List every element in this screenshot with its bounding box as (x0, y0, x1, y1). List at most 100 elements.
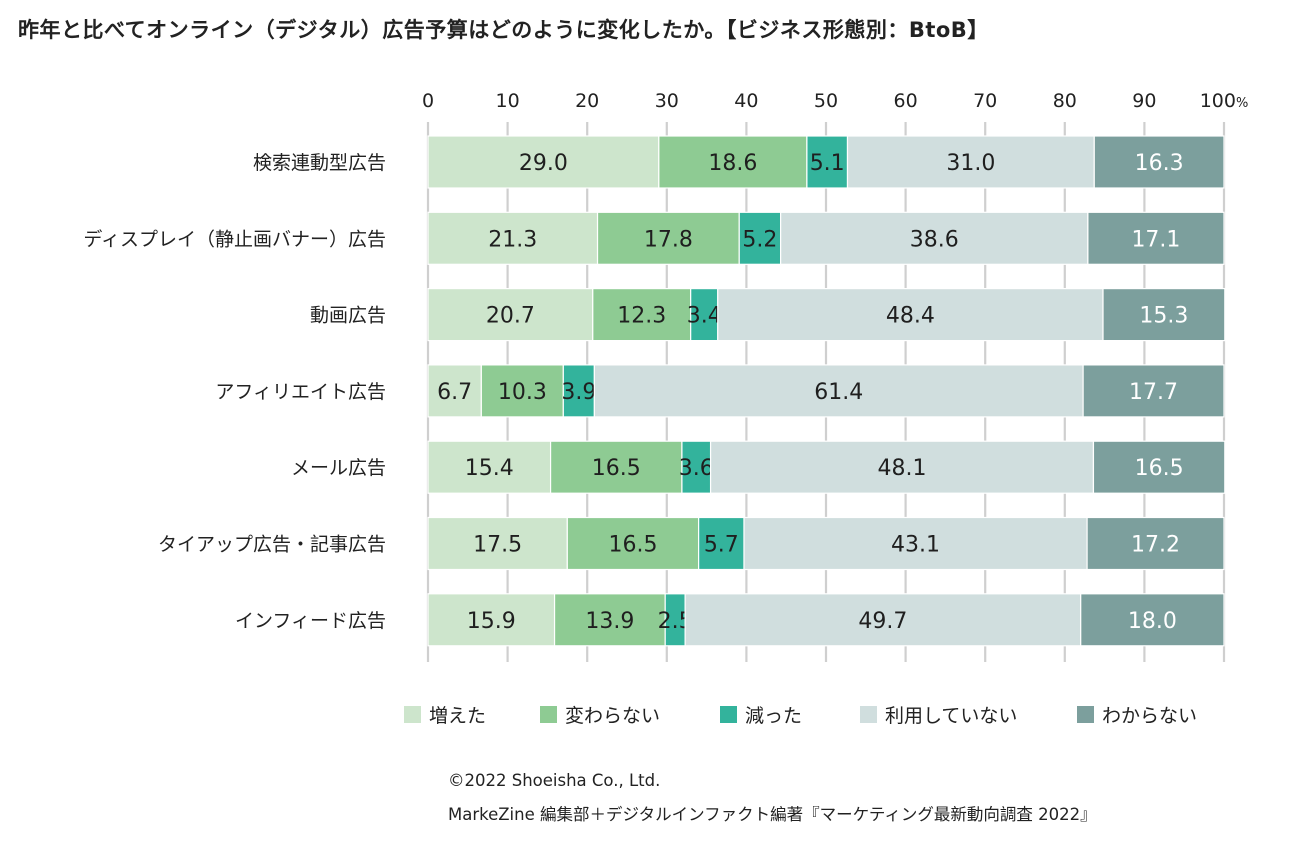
bar-segment (690, 288, 719, 342)
data-label: 17.7 (1129, 380, 1178, 405)
x-tick-label: 100% (1200, 90, 1249, 112)
bar-segment (553, 593, 666, 647)
bar-segment (427, 440, 552, 494)
bar-segment (780, 211, 1089, 265)
data-label: 29.0 (519, 151, 568, 176)
data-label: 12.3 (617, 304, 666, 329)
bar-segment (427, 593, 556, 647)
data-label: 16.5 (608, 533, 657, 558)
category-label: タイアップ広告・記事広告 (158, 534, 386, 556)
bar-segment (593, 364, 1084, 418)
data-label: 17.5 (473, 533, 522, 558)
data-label: 17.8 (644, 227, 693, 252)
bar-segment (1102, 288, 1226, 342)
data-label: 5.1 (810, 151, 845, 176)
data-label: 15.3 (1139, 304, 1188, 329)
data-label: 48.1 (878, 456, 927, 481)
data-label: 3.6 (679, 456, 714, 481)
x-tick-label: 60 (894, 90, 918, 112)
data-label: 61.4 (814, 380, 863, 405)
source-text: MarkeZine 編集部＋デジタルインファクト編著『マーケティング最新動向調査… (448, 805, 1097, 824)
legend: 増えた 変わらない 減った 利用していない わからない (404, 705, 1197, 727)
data-label: 3.4 (687, 304, 722, 329)
x-tick-label: 70 (973, 90, 997, 112)
legend-swatch (720, 706, 737, 723)
data-label: 10.3 (498, 380, 547, 405)
legend-label: 変わらない (565, 705, 660, 727)
bar-segment (1093, 135, 1225, 189)
data-label: 17.2 (1131, 533, 1180, 558)
bar-segment (549, 440, 683, 494)
legend-swatch (860, 706, 877, 723)
bar-segment (592, 288, 692, 342)
category-label: 動画広告 (310, 305, 386, 327)
stacked-bar-chart: 0 10 20 30 40 50 60 70 80 90 100% 検索連動型広告ディスプレイ（静止… (83, 90, 1248, 727)
bars: 29.0 18.6 5.1 31.0 16.3 21.3 17.8 5.2 38.6 17.1 20… (427, 135, 1226, 647)
category-label: アフィリエイト広告 (215, 381, 386, 403)
category-labels: 検索連動型広告ディスプレイ（静止画バナー）広告動画広告アフィリエイト広告メール広… (83, 152, 386, 632)
x-axis-ticks: 0 10 20 30 40 50 60 70 80 90 100% (422, 90, 1248, 112)
bar-segment (743, 516, 1088, 571)
legend-label: 減った (745, 705, 802, 727)
bar-segment (427, 211, 599, 265)
legend-label: 増えた (429, 705, 486, 727)
bar-segment (1082, 364, 1225, 418)
bar-segment (566, 516, 700, 571)
bar-segment (480, 364, 564, 418)
data-label: 38.6 (910, 227, 959, 252)
x-tick-label: 30 (655, 90, 679, 112)
legend-label: わからない (1102, 705, 1197, 727)
legend-swatch (404, 706, 421, 723)
x-tick-label: 40 (734, 90, 758, 112)
x-tick-label: 90 (1132, 90, 1156, 112)
data-label: 43.1 (891, 533, 940, 558)
data-label: 18.6 (708, 151, 757, 176)
x-tick-label: 50 (814, 90, 838, 112)
data-label: 15.9 (467, 609, 516, 634)
data-label: 5.2 (742, 227, 777, 252)
bar-segment (427, 516, 568, 571)
data-label: 16.3 (1135, 151, 1184, 176)
copyright-text: ©2022 Shoeisha Co., Ltd. (448, 771, 661, 790)
legend-label: 利用していない (885, 705, 1017, 727)
bar-segment (1092, 440, 1226, 494)
bar-segment (1080, 593, 1225, 647)
data-label: 17.1 (1131, 227, 1180, 252)
category-label: インフィード広告 (235, 610, 386, 632)
x-tick-label: 10 (496, 90, 520, 112)
bar-segment (681, 440, 712, 494)
category-label: メール広告 (291, 457, 386, 479)
bar-segment (717, 288, 1104, 342)
data-label: 16.5 (1135, 456, 1184, 481)
x-tick-label: 0 (422, 90, 434, 112)
bar-segment (562, 364, 595, 418)
category-label: ディスプレイ（静止画バナー）広告 (83, 228, 386, 250)
data-label: 5.7 (704, 533, 739, 558)
data-label: 3.9 (561, 380, 596, 405)
data-label: 49.7 (858, 609, 907, 634)
x-tick-label: 80 (1053, 90, 1077, 112)
data-label: 16.5 (592, 456, 641, 481)
category-label: 検索連動型広告 (253, 152, 386, 174)
data-label: 31.0 (946, 151, 995, 176)
data-label: 20.7 (486, 304, 535, 329)
bar-segment (709, 440, 1095, 494)
data-label: 21.3 (488, 227, 537, 252)
x-axis-unit: % (1236, 96, 1248, 111)
bar-segment (596, 211, 740, 265)
bar-segment (738, 211, 782, 265)
x-tick-label: 20 (575, 90, 599, 112)
legend-swatch (1077, 706, 1094, 723)
chart-title: 昨年と比べてオンライン（デジタル）広告予算はどのように変化したか。【ビジネス形態… (18, 18, 989, 42)
bar-segment (1087, 211, 1225, 265)
bar-segment (427, 364, 482, 418)
data-label: 13.9 (585, 609, 634, 634)
bar-segment (684, 593, 1082, 647)
data-label: 6.7 (437, 380, 472, 405)
data-label: 48.4 (886, 304, 935, 329)
data-label: 18.0 (1128, 609, 1177, 634)
data-label: 15.4 (465, 456, 514, 481)
bar-segment (1086, 516, 1225, 571)
legend-swatch (540, 706, 557, 723)
bar-segment (427, 288, 594, 342)
